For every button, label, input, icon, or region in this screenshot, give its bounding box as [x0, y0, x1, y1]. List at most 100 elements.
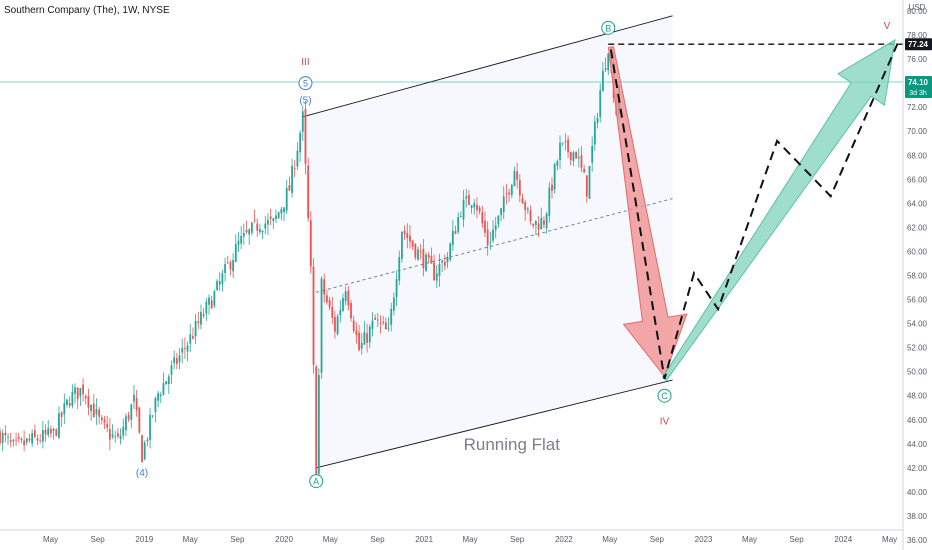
candle-body	[540, 217, 543, 230]
candle-body	[213, 291, 216, 306]
candle-body	[451, 230, 454, 245]
candle-body	[291, 165, 293, 193]
candle-body	[41, 430, 44, 442]
candle-body	[7, 437, 9, 438]
candle-body	[425, 254, 427, 272]
candle-body	[569, 151, 572, 161]
candle-body	[58, 413, 60, 438]
price-badge-value: 77.24	[908, 40, 929, 49]
candle-body	[269, 216, 272, 219]
candle-body	[277, 212, 280, 219]
candle-body	[9, 440, 12, 443]
candle-body	[280, 209, 283, 214]
candle-body	[510, 184, 513, 195]
candle-body	[379, 322, 382, 324]
candle-body	[331, 307, 334, 318]
x-tick-label: 2022	[555, 535, 573, 544]
candle-body	[162, 383, 165, 395]
candle-body	[529, 210, 532, 222]
candle-body	[143, 442, 146, 459]
candle-body	[604, 68, 607, 70]
y-tick-label: 80.00	[907, 7, 928, 16]
candle-body	[585, 175, 588, 197]
candle-body	[256, 223, 259, 231]
candle-body	[170, 365, 173, 375]
candle-body	[521, 198, 524, 204]
candle-body	[4, 432, 7, 436]
candle-body	[443, 261, 446, 266]
candle-body	[293, 168, 296, 170]
candle-body	[307, 165, 310, 218]
candle-body	[31, 433, 34, 444]
candle-body	[535, 220, 537, 225]
candle-body	[200, 312, 202, 325]
candle-body	[601, 71, 604, 92]
candle-body	[138, 407, 141, 433]
candle-body	[1, 432, 4, 443]
candle-body	[39, 440, 42, 442]
candle-body	[518, 180, 521, 196]
candle-body	[79, 387, 82, 397]
wave-circle-B	[601, 20, 616, 35]
candle-body	[301, 111, 304, 132]
y-tick-label: 68.00	[907, 151, 928, 160]
projection-path	[609, 43, 899, 380]
wave-label-B: B	[605, 23, 611, 33]
price-badge-countdown: 3d 3h	[909, 90, 927, 97]
y-tick-label: 76.00	[907, 55, 928, 64]
candle-body	[591, 146, 594, 163]
candle-body	[336, 316, 339, 335]
candle-body	[242, 233, 245, 237]
candle-body	[250, 222, 253, 233]
candle-body	[350, 303, 352, 319]
candle-body	[543, 220, 545, 225]
candle-body	[20, 438, 23, 440]
candle-body	[127, 414, 130, 420]
candle-body	[315, 366, 318, 477]
candle-body	[390, 308, 393, 325]
x-tick-label: 2021	[415, 535, 433, 544]
candle-body	[577, 157, 580, 159]
candle-body	[395, 279, 398, 298]
pattern-label: Running Flat	[464, 435, 561, 454]
channel-lower-line	[316, 379, 673, 469]
candle-body	[245, 230, 248, 233]
candle-body	[296, 150, 299, 167]
red-down-arrow	[607, 46, 688, 378]
x-tick-label: May	[882, 535, 897, 544]
candle-body	[226, 262, 229, 264]
candle-body	[419, 250, 422, 252]
candle-body	[320, 278, 323, 373]
x-tick-label: Sep	[230, 535, 245, 544]
candle-body	[267, 219, 269, 225]
candle-body	[494, 225, 497, 231]
candle-body	[545, 213, 548, 229]
channel-midline	[316, 198, 673, 293]
candle-body	[492, 229, 494, 241]
candle-body	[414, 244, 417, 258]
candle-body	[275, 215, 277, 219]
candle-body	[446, 256, 449, 263]
candle-body	[470, 205, 473, 208]
candle-body	[299, 132, 302, 153]
candle-body	[559, 142, 561, 161]
wave-label-IV: IV	[660, 416, 670, 427]
candle-body	[484, 220, 486, 233]
y-tick-label: 54.00	[907, 320, 928, 329]
candle-body	[588, 166, 591, 199]
candle-body	[74, 387, 76, 394]
candle-body	[224, 264, 226, 274]
wave-label-(4): (4)	[136, 468, 148, 479]
x-tick-label: 2024	[834, 535, 852, 544]
candle-body	[599, 90, 602, 118]
candle-body	[151, 415, 154, 417]
candle-body	[556, 161, 559, 166]
candle-body	[449, 243, 452, 260]
candle-body	[309, 220, 312, 267]
y-tick-label: 48.00	[907, 392, 928, 401]
candle-body	[366, 333, 368, 343]
candle-body	[149, 415, 151, 441]
wave-label-V: V	[884, 21, 891, 32]
y-tick-label: 52.00	[907, 344, 928, 353]
